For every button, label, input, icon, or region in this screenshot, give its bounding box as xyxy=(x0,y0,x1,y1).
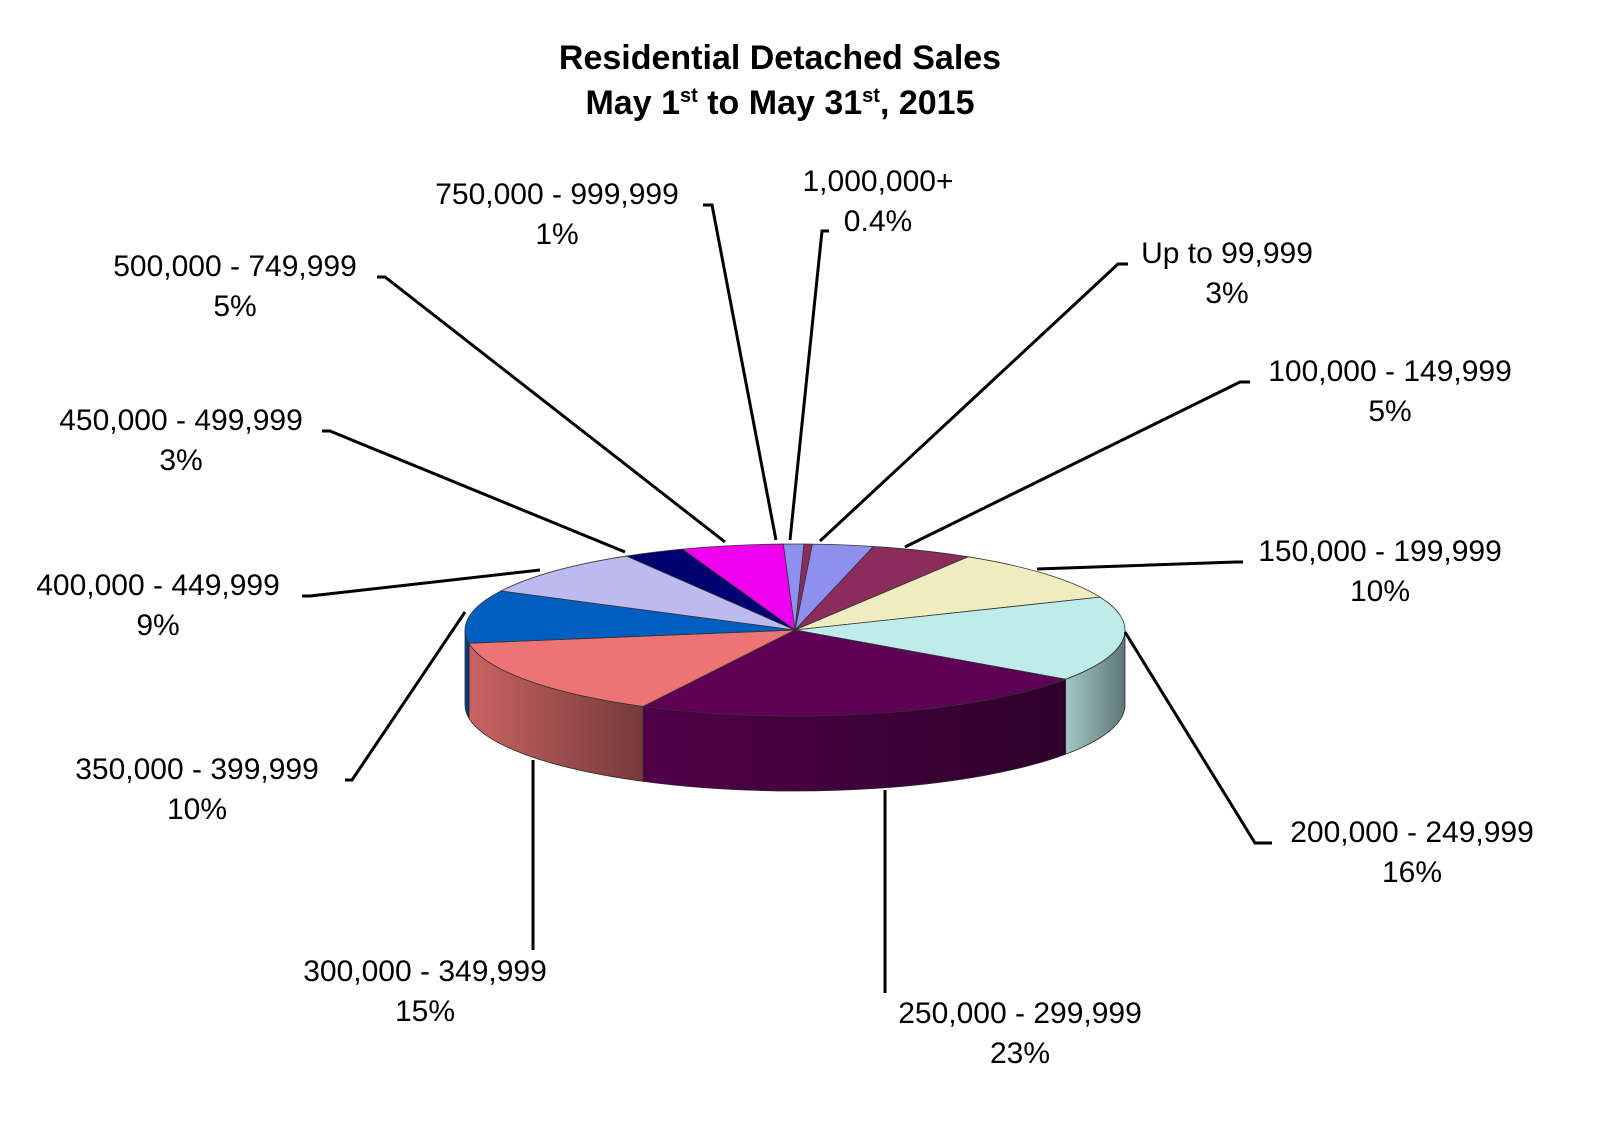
slice-label-450-000-499-999: 450,000 - 499,999 xyxy=(59,404,303,437)
slice-value-400-000-449-999: 9% xyxy=(136,609,179,642)
slice-label-up-to-99-999: Up to 99,999 xyxy=(1141,237,1313,270)
leader-line-200-000-249-999 xyxy=(1123,631,1272,845)
slice-label-100-000-149-999: 100,000 - 149,999 xyxy=(1268,355,1512,388)
leader-line-100-000-149-999 xyxy=(904,380,1250,549)
slice-value-750-000-999-999: 1% xyxy=(535,218,578,251)
title-ordinal-start: st xyxy=(679,85,698,107)
leader-line-400-000-449-999 xyxy=(302,568,541,598)
title-date-end: to May 31 xyxy=(697,84,863,122)
title-ordinal-end: st xyxy=(862,85,880,107)
slice-label-1-000-000: 1,000,000+ xyxy=(803,165,954,198)
leader-line-150-000-199-999 xyxy=(1036,560,1243,571)
leader-line-up-to-99-999 xyxy=(818,262,1128,543)
slice-350-000-399-999 xyxy=(464,590,796,644)
slice-label-400-000-449-999: 400,000 - 449,999 xyxy=(36,569,280,602)
slice-value-450-000-499-999: 3% xyxy=(159,444,202,477)
slice-150-000-199-999 xyxy=(794,556,1102,631)
slice-value-300-000-349-999: 15% xyxy=(395,995,455,1028)
slice-label-350-000-399-999: 350,000 - 399,999 xyxy=(75,753,319,786)
slice-value-1-000-000: 0.4% xyxy=(844,205,912,238)
leader-line-500-000-749-999 xyxy=(377,275,726,544)
slice-value-200-000-249-999: 16% xyxy=(1382,856,1442,889)
leader-line-450-000-499-999 xyxy=(322,429,626,554)
pie-side-walls xyxy=(464,629,1126,792)
slice-label-150-000-199-999: 150,000 - 199,999 xyxy=(1258,535,1502,568)
slice-value-500-000-749-999: 5% xyxy=(213,290,256,323)
chart-title-line-1: Residential Detached Sales xyxy=(558,39,1002,77)
slice-labels: Up to 99,999 3% 100,000 - 149,999 5% 150,000… xyxy=(36,165,1534,1070)
slice-value-250-000-299-999: 23% xyxy=(990,1037,1050,1070)
slice-250-000-299-999 xyxy=(641,629,1068,717)
chart-title-line-2: May 1st to May 31st, 2015 xyxy=(0,81,1560,126)
slice-value-350-000-399-999: 10% xyxy=(167,793,227,826)
slice-value-150-000-199-999: 10% xyxy=(1350,575,1410,608)
pie-top-faces xyxy=(464,543,1126,717)
slice-value-100-000-149-999: 5% xyxy=(1368,395,1411,428)
slice-400-000-449-999 xyxy=(499,555,796,631)
slice-1-000-000 xyxy=(794,543,813,631)
chart-title: Residential Detached Sales May 1st to Ma… xyxy=(0,36,1560,126)
slice-label-750-000-999-999: 750,000 - 999,999 xyxy=(435,178,679,211)
slice-label-250-000-299-999: 250,000 - 299,999 xyxy=(898,997,1142,1030)
slice-label-500-000-749-999: 500,000 - 749,999 xyxy=(113,250,357,283)
slice-side-350-000-399-999 xyxy=(464,629,470,720)
slice-200-000-249-999 xyxy=(794,596,1126,680)
slice-value-up-to-99-999: 3% xyxy=(1205,277,1248,310)
title-date-start: May 1 xyxy=(585,84,680,122)
title-year: , 2015 xyxy=(879,84,975,122)
leader-line-750-000-999-999 xyxy=(703,203,778,541)
leader-line-350-000-399-999 xyxy=(345,611,467,782)
slice-label-300-000-349-999: 300,000 - 349,999 xyxy=(303,955,547,988)
leader-line-1-000-000 xyxy=(788,229,829,541)
slice-300-000-349-999 xyxy=(468,629,796,707)
slice-label-200-000-249-999: 200,000 - 249,999 xyxy=(1290,816,1534,849)
